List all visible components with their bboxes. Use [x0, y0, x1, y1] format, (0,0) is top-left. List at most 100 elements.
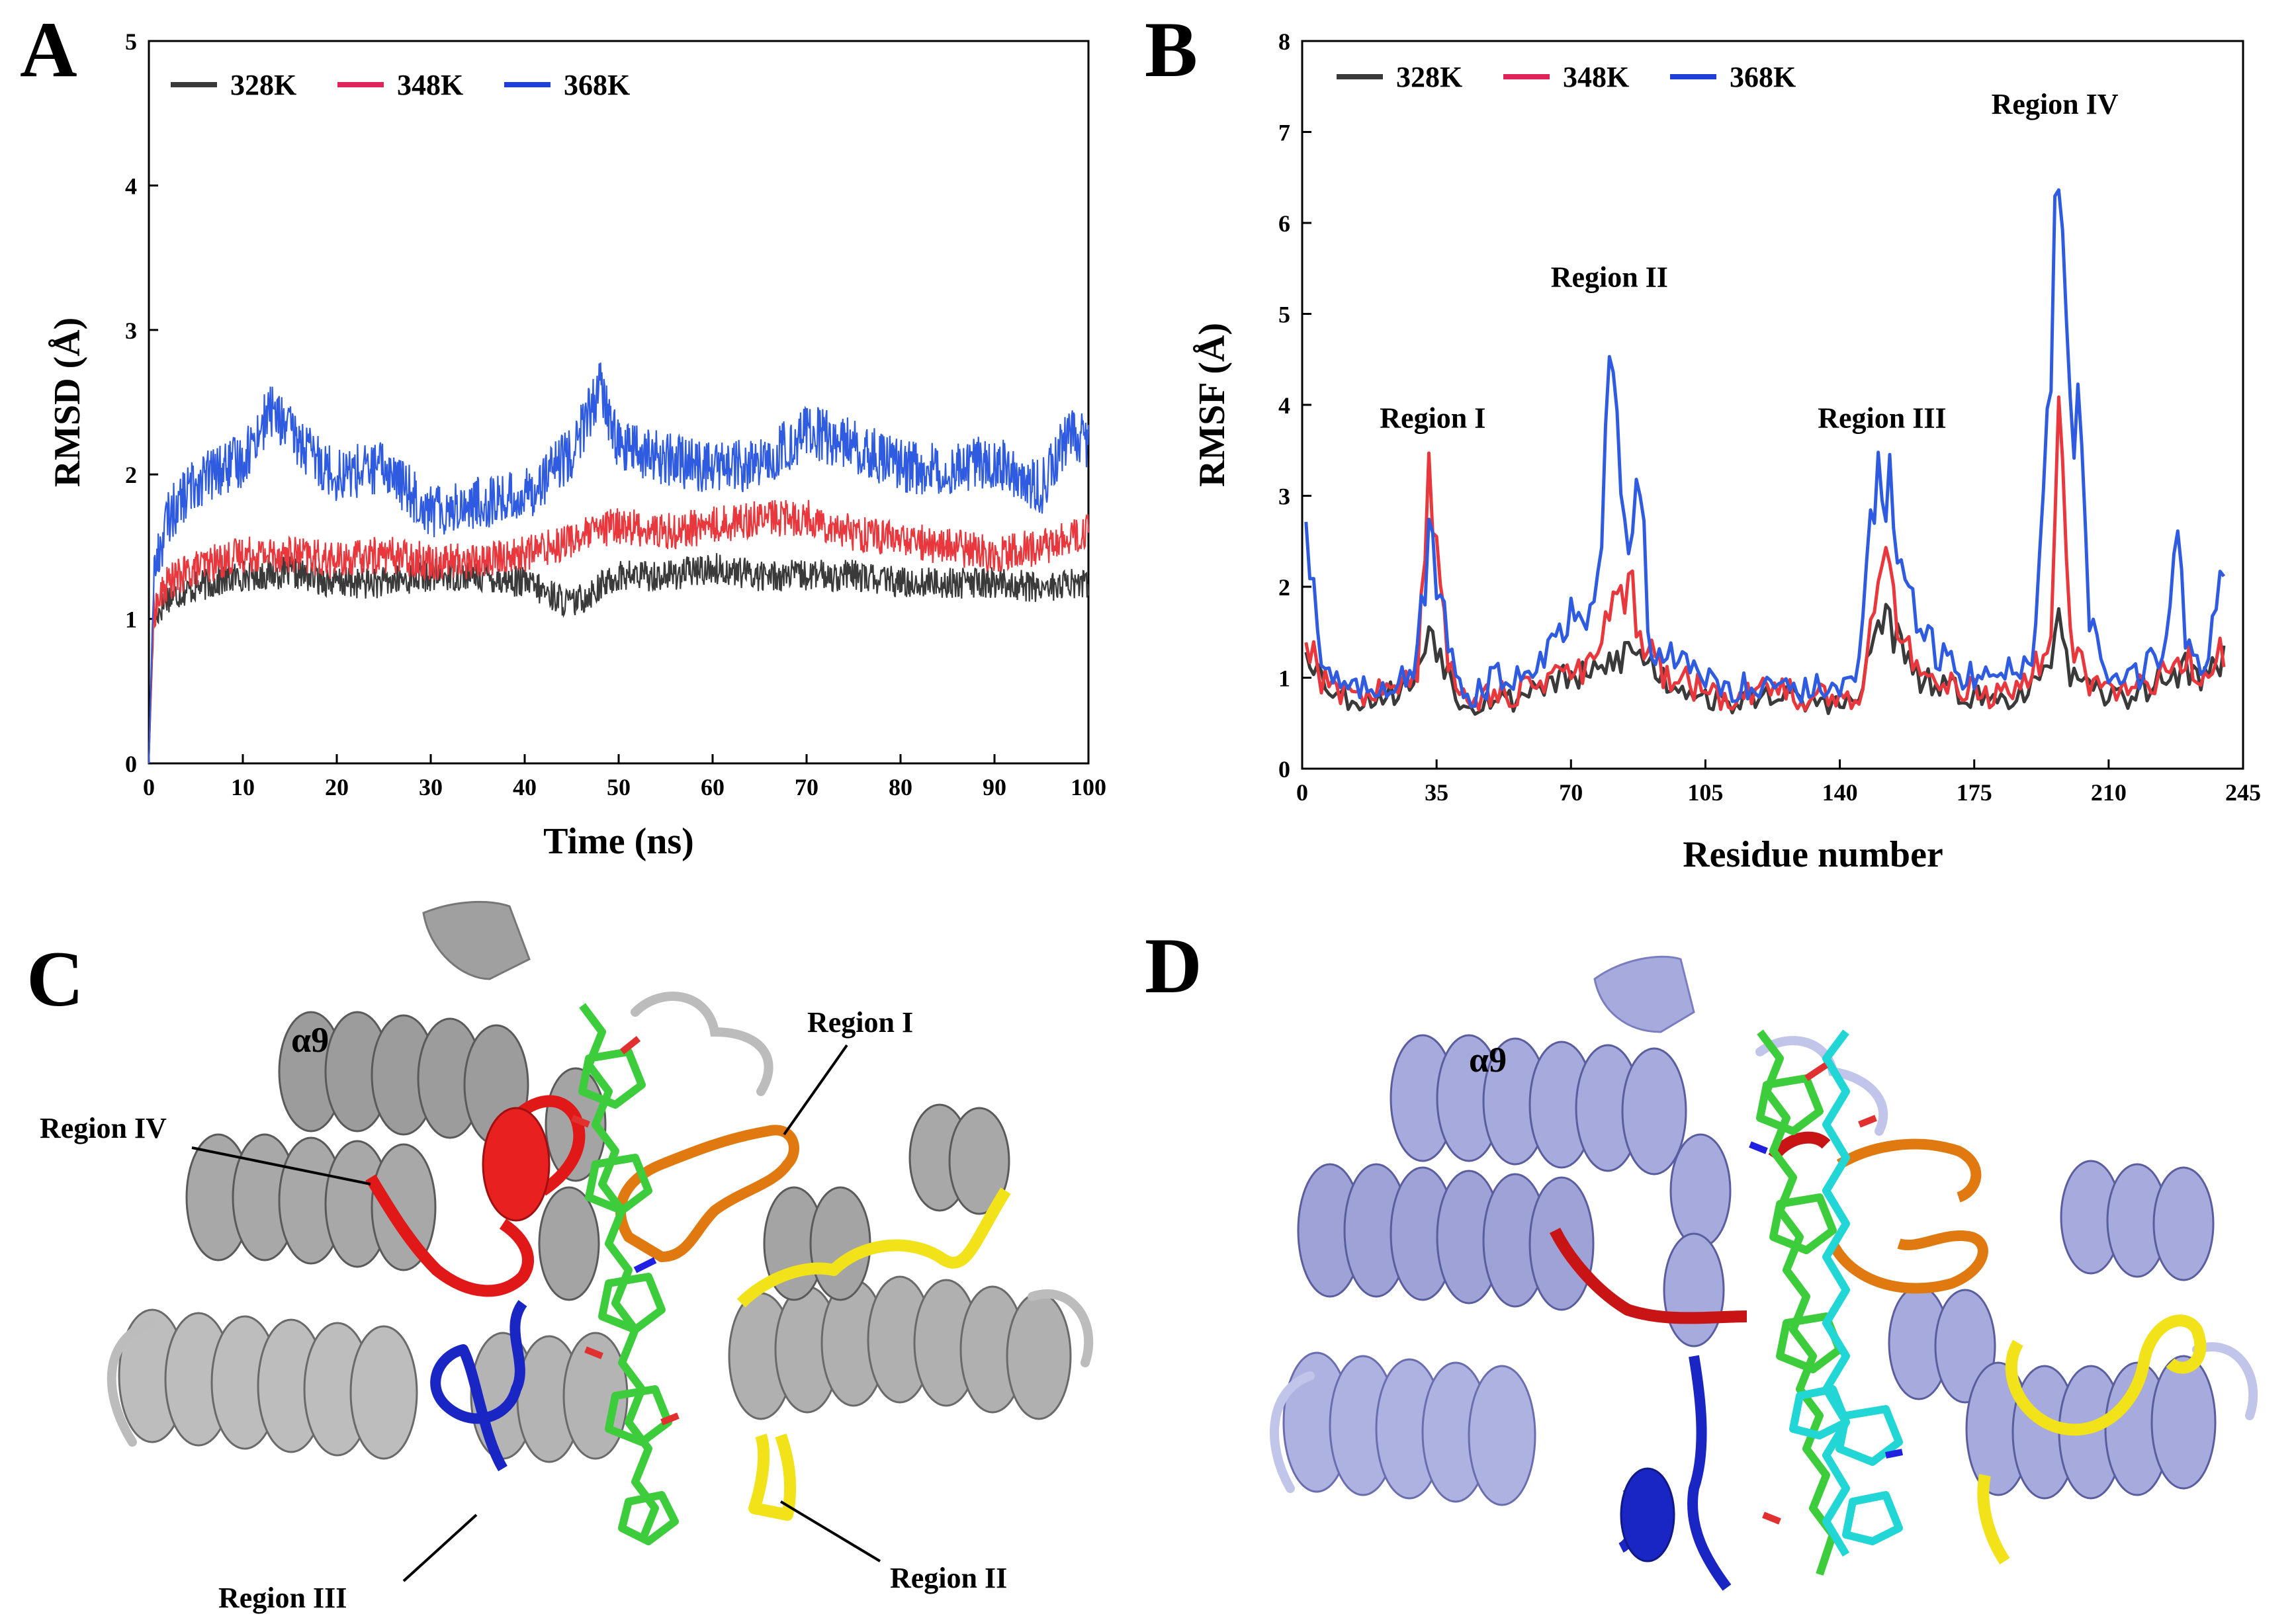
- x-tick-label: 105: [1687, 779, 1723, 806]
- series-line-348K: [148, 499, 1090, 764]
- d-helix-bottom-left: [1282, 1351, 1536, 1506]
- y-tick-label: 5: [125, 28, 137, 55]
- chart-b-annotations: Region I Region II Region III Region IV: [1380, 88, 2118, 434]
- c-label-region-i: Region I: [807, 1006, 913, 1039]
- c-beta-sheet: [422, 900, 531, 980]
- chart-b-legend: 328K 348K 368K: [1337, 61, 1796, 93]
- panel-letter-a: A: [20, 5, 77, 93]
- legend-label-328K: 328K: [1396, 61, 1462, 93]
- y-tick-label: 0: [1278, 756, 1290, 783]
- chart-a-plot-frame: [148, 40, 1090, 765]
- legend-label-348K: 348K: [1563, 61, 1629, 93]
- panel-letter-b: B: [1145, 5, 1198, 93]
- chart-a-ylabel: RMSD (Å): [47, 318, 88, 488]
- x-tick-label: 70: [1559, 779, 1583, 806]
- d-ligand-green: [1756, 1029, 1843, 1576]
- d-ligand-atoms: [1749, 1062, 1903, 1525]
- legend-label-368K: 368K: [1730, 61, 1796, 93]
- x-tick-label: 0: [143, 774, 155, 800]
- x-tick-label: 40: [513, 774, 537, 800]
- chart-b-ylabel: RMSF (Å): [1192, 323, 1233, 487]
- x-tick-label: 10: [231, 774, 255, 800]
- series-line-368K: [148, 363, 1090, 764]
- d-region-ii-loop: [1977, 1314, 2207, 1564]
- x-tick-label: 245: [2225, 779, 2261, 806]
- chart-annotation: Region III: [1818, 402, 1946, 434]
- x-tick-label: 140: [1822, 779, 1858, 806]
- legend-label-328K: 328K: [230, 69, 296, 101]
- c-leader-region-iv: [191, 1146, 371, 1185]
- x-tick-label: 90: [983, 774, 1006, 800]
- y-tick-label: 4: [125, 173, 137, 199]
- chart-annotation: Region II: [1551, 261, 1668, 293]
- panel-c-structure: α9 Region I Region II Region III Region …: [40, 900, 1094, 1614]
- c-region-ii-loop: [736, 1187, 1011, 1521]
- x-tick-label: 70: [795, 774, 818, 800]
- y-tick-label: 2: [1278, 574, 1290, 601]
- d-helix-right-top: [2060, 1160, 2215, 1281]
- series-line-368K: [1304, 188, 2225, 708]
- d-helix-alpha9: [1390, 1034, 1687, 1175]
- chart-b-ticks: 0 35 70 105 140 175 210 245 0 1 2 3 4 5 6 7 8: [1278, 28, 2261, 806]
- y-tick-label: 2: [125, 462, 137, 488]
- chart-b-xlabel: Residue number: [1683, 834, 1943, 875]
- c-label-alpha9: α9: [291, 1020, 329, 1060]
- x-tick-label: 0: [1296, 779, 1308, 806]
- panel-d-structure: α9: [1270, 955, 2258, 1591]
- panel-letter-c: C: [26, 935, 84, 1023]
- y-tick-label: 3: [1278, 484, 1290, 510]
- x-tick-label: 175: [1957, 779, 1992, 806]
- series-line-328K: [1304, 603, 2226, 716]
- y-tick-label: 0: [125, 751, 137, 777]
- c-region-i-loop: [615, 1125, 799, 1262]
- c-ligand-atoms: [571, 1036, 680, 1426]
- c-label-region-iii: Region III: [218, 1582, 347, 1614]
- d-beta-sheet: [1593, 955, 1695, 1033]
- y-tick-label: 1: [125, 607, 137, 633]
- c-ligand: [578, 1003, 679, 1545]
- c-label-region-iv: Region IV: [40, 1112, 167, 1144]
- legend-label-368K: 368K: [564, 69, 630, 101]
- x-tick-label: 80: [889, 774, 912, 800]
- c-helix-right: [728, 1275, 1072, 1420]
- y-tick-label: 3: [125, 318, 137, 344]
- chart-a-ticks: 0 10 20 30 40 50 60 70 80 90 100 0 1 2 3 4 5: [125, 28, 1106, 800]
- c-coil-loops: [107, 992, 1094, 1447]
- y-tick-label: 5: [1278, 302, 1290, 328]
- c-label-region-ii: Region II: [890, 1562, 1007, 1594]
- d-region-i-loop: [1828, 1138, 1988, 1294]
- x-tick-label: 210: [2091, 779, 2127, 806]
- chart-b-rmsf: 0 35 70 105 140 175 210 245 0 1 2 3 4 5 6 7 8 328K 348K 36…: [1192, 28, 2261, 875]
- d-label-alpha9: α9: [1469, 1040, 1507, 1080]
- series-line-328K: [148, 553, 1090, 764]
- x-tick-label: 20: [325, 774, 349, 800]
- chart-a-lines: [148, 363, 1090, 764]
- y-tick-label: 8: [1278, 28, 1290, 55]
- y-tick-label: 6: [1278, 210, 1290, 237]
- chart-a-rmsd: 0 10 20 30 40 50 60 70 80 90 100 0 1 2 3 4 5 328K 348K 368…: [47, 28, 1106, 862]
- c-region-iii-loop: [430, 1300, 527, 1472]
- chart-annotation: Region IV: [1992, 88, 2119, 120]
- x-tick-label: 50: [607, 774, 631, 800]
- y-tick-label: 4: [1278, 392, 1290, 419]
- x-tick-label: 60: [701, 774, 725, 800]
- panel-letter-d: D: [1145, 921, 1202, 1009]
- c-region-iv-helix: [482, 1107, 551, 1222]
- chart-annotation: Region I: [1380, 402, 1485, 434]
- chart-a-xlabel: Time (ns): [543, 821, 694, 862]
- d-region-iii-helix: [1620, 1467, 1675, 1562]
- chart-b-lines: [1304, 188, 2226, 716]
- chart-a-legend: 328K 348K 368K: [171, 69, 630, 101]
- c-helix-right-top: [908, 1103, 1010, 1215]
- y-tick-label: 1: [1278, 665, 1290, 692]
- c-leader-region-iii: [402, 1514, 478, 1582]
- x-tick-label: 100: [1071, 774, 1106, 800]
- x-tick-label: 30: [419, 774, 443, 800]
- x-tick-label: 35: [1425, 779, 1448, 806]
- c-leader-region-i: [783, 1044, 848, 1136]
- c-leader-region-ii: [779, 1500, 881, 1562]
- c-helix-bottom-left: [118, 1308, 418, 1460]
- y-tick-label: 7: [1278, 120, 1290, 146]
- legend-label-348K: 348K: [397, 69, 463, 101]
